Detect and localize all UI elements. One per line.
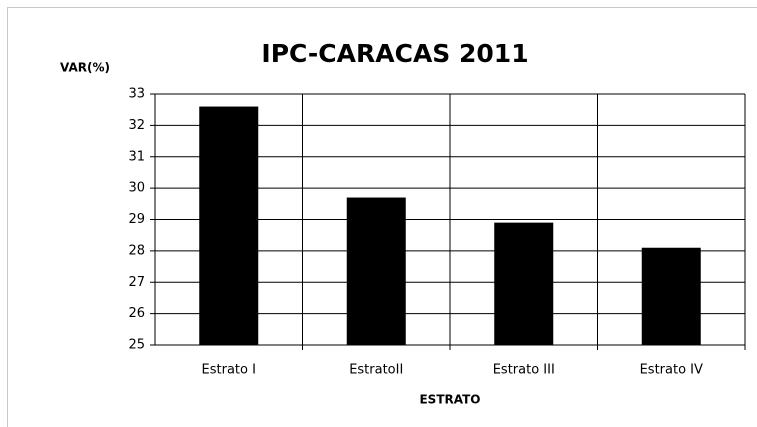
y-tick-label: 28 — [128, 243, 145, 258]
x-axis-label: ESTRATO — [419, 393, 480, 407]
chart-title: IPC-CARACAS 2011 — [261, 39, 528, 68]
x-tick-label: EstratoII — [349, 363, 403, 378]
y-tick-label: 30 — [128, 181, 145, 196]
y-tick-label: 32 — [128, 118, 145, 133]
bar — [346, 197, 406, 345]
x-tick-label: Estrato III — [493, 363, 555, 378]
y-tick-label: 33 — [128, 87, 145, 102]
y-tick-label: 25 — [128, 338, 145, 353]
y-tick-label: 26 — [128, 306, 145, 321]
bar — [641, 247, 701, 345]
bar — [199, 106, 259, 345]
chart-frame — [7, 7, 757, 427]
y-tick-label: 29 — [128, 212, 145, 227]
bar — [494, 222, 554, 345]
x-tick-label: Estrato I — [202, 363, 256, 378]
x-tick-label: Estrato IV — [640, 363, 703, 378]
y-axis-label: VAR(%) — [60, 61, 110, 75]
y-tick-label: 27 — [128, 275, 145, 290]
y-tick-label: 31 — [128, 149, 145, 164]
